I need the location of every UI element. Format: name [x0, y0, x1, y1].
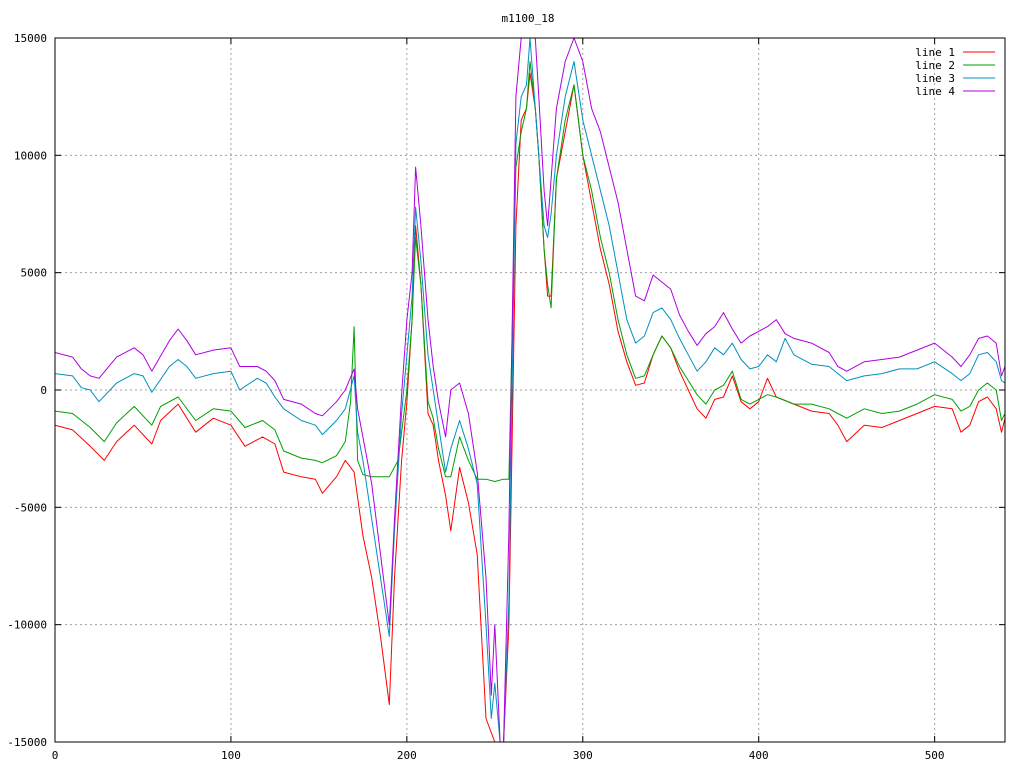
- y-tick-label: 5000: [21, 267, 48, 280]
- legend-label: line 3: [915, 72, 955, 85]
- series-line-3: [55, 38, 1005, 742]
- grid-lines: [55, 38, 1005, 742]
- y-tick-label: 10000: [14, 149, 47, 162]
- x-axis: 0 100 200 300 400 500: [52, 38, 945, 762]
- y-tick-label: -10000: [7, 619, 47, 632]
- x-tick-label: 300: [573, 749, 593, 762]
- x-tick-label: 100: [221, 749, 241, 762]
- chart-title: m1100_18: [502, 12, 555, 25]
- y-tick-label: 0: [40, 384, 47, 397]
- series-line-2: [55, 61, 1005, 482]
- series-line-1: [55, 72, 1005, 742]
- y-axis: -15000 -10000 -5000 0 5000 10000 15000: [7, 32, 1005, 749]
- x-tick-label: 500: [925, 749, 945, 762]
- y-tick-label: -5000: [14, 501, 47, 514]
- y-tick-label: -15000: [7, 736, 47, 749]
- y-tick-label: 15000: [14, 32, 47, 45]
- legend-label: line 1: [915, 46, 955, 59]
- x-tick-label: 200: [397, 749, 417, 762]
- legend-label: line 2: [915, 59, 955, 72]
- series-line-4: [55, 38, 1005, 742]
- x-tick-label: 0: [52, 749, 59, 762]
- legend-label: line 4: [915, 85, 955, 98]
- series-group: [55, 38, 1005, 742]
- x-tick-label: 400: [749, 749, 769, 762]
